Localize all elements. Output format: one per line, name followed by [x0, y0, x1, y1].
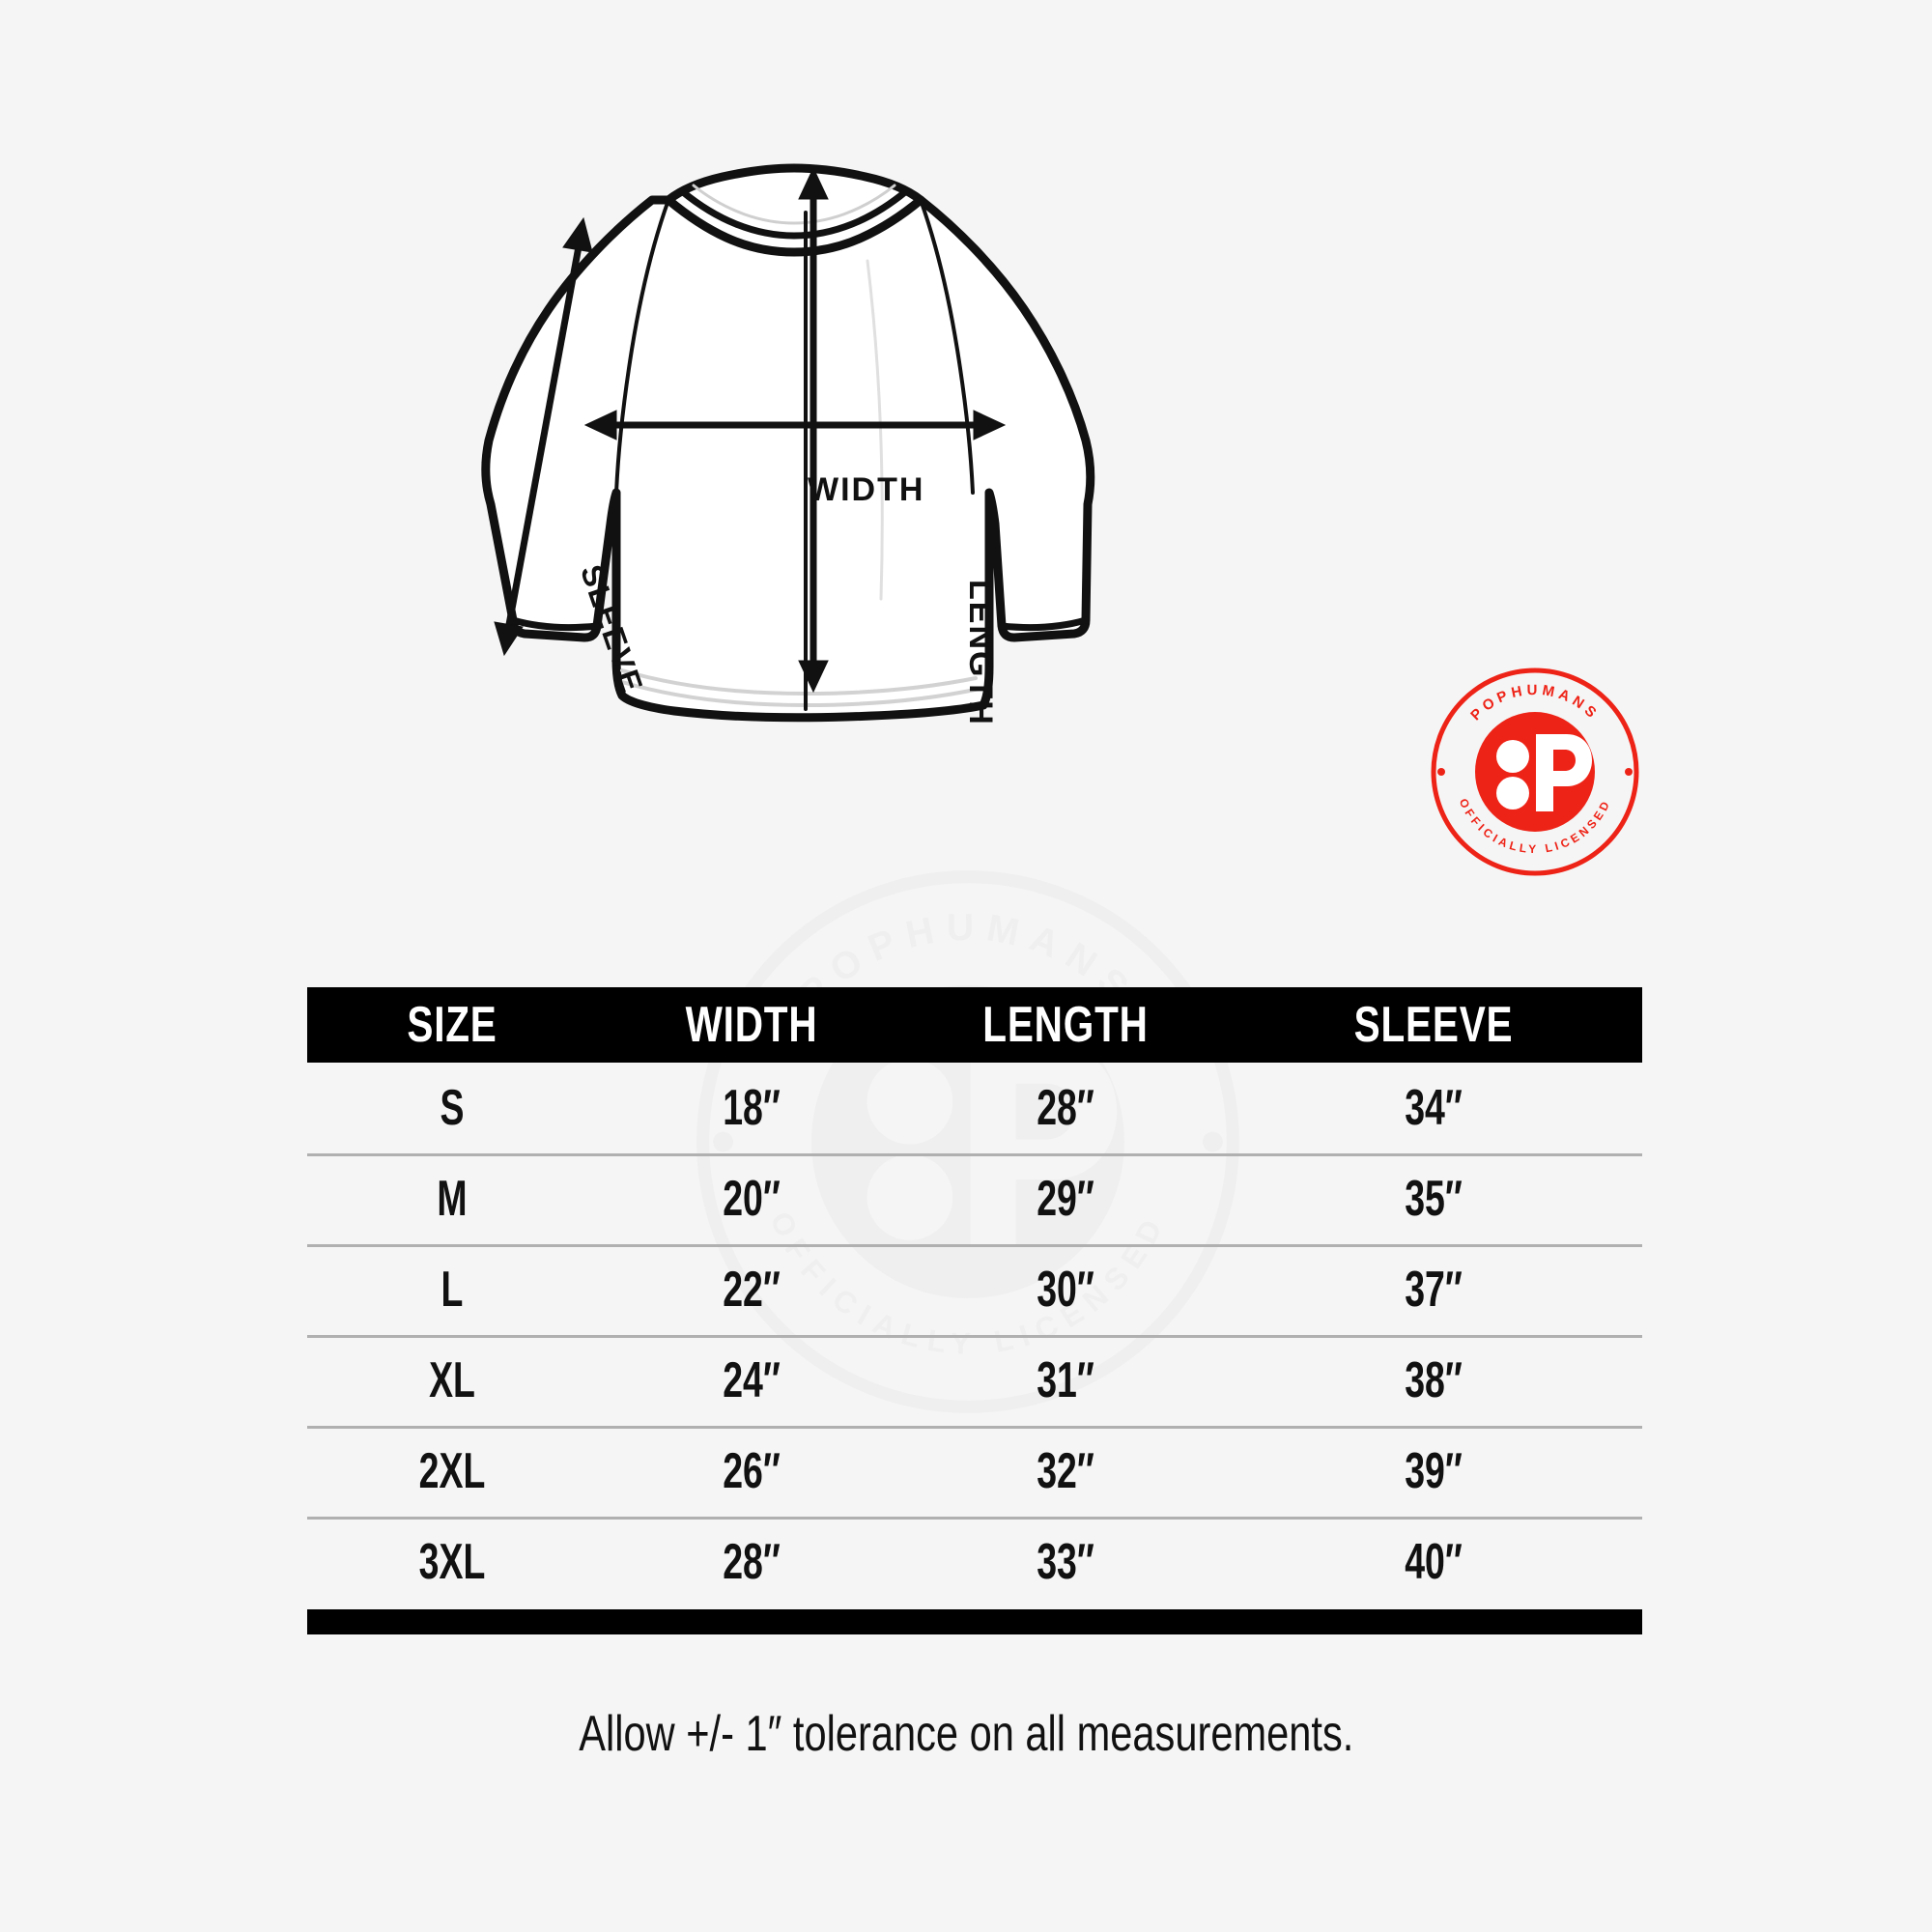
- length-label: LENGTH: [962, 580, 999, 726]
- width-label: WIDTH: [808, 471, 925, 508]
- cell-sleeve: 35″: [1405, 1171, 1463, 1227]
- cell-sleeve: 39″: [1405, 1443, 1463, 1499]
- pophumans-badge: POPHUMANS OFFICIALLY LICENSED: [1428, 665, 1642, 879]
- shirt-outline: [481, 163, 1095, 723]
- cell-size: S: [440, 1080, 465, 1136]
- tolerance-note-text: Allow +/- 1″ tolerance on all measuremen…: [578, 1706, 1354, 1762]
- cell-width: 28″: [723, 1534, 781, 1590]
- cell-size: XL: [429, 1352, 475, 1408]
- sleeve-dimension-arrow: [494, 216, 593, 657]
- table-row: 3XL 28″ 33″ 40″: [307, 1517, 1642, 1607]
- cell-size: L: [440, 1262, 464, 1318]
- table-row: 2XL 26″ 32″ 39″: [307, 1426, 1642, 1517]
- length-dimension-arrow: [798, 166, 829, 694]
- tolerance-note: Allow +/- 1″ tolerance on all measuremen…: [0, 1705, 1932, 1763]
- cell-size: 2XL: [418, 1443, 486, 1499]
- header-length: LENGTH: [982, 997, 1149, 1053]
- cell-size: 3XL: [418, 1534, 486, 1590]
- table-row: XL 24″ 31″ 38″: [307, 1335, 1642, 1426]
- cell-sleeve: 40″: [1405, 1534, 1463, 1590]
- table-row: L 22″ 30″ 37″: [307, 1244, 1642, 1335]
- cell-length: 31″: [1037, 1352, 1094, 1408]
- badge-monogram-p: [1536, 734, 1592, 811]
- size-table: SIZE WIDTH LENGTH SLEEVE S 18″ 28″ 34″ M…: [307, 987, 1642, 1634]
- table-row: S 18″ 28″ 34″: [307, 1063, 1642, 1153]
- badge-side-dot-left: [1437, 768, 1445, 776]
- header-size: SIZE: [407, 997, 497, 1053]
- cell-length: 29″: [1037, 1171, 1094, 1227]
- cell-length: 32″: [1037, 1443, 1094, 1499]
- width-dimension-arrow: [583, 410, 1007, 440]
- cell-width: 24″: [723, 1352, 781, 1408]
- header-sleeve: SLEEVE: [1353, 997, 1514, 1053]
- cell-sleeve: 34″: [1405, 1080, 1463, 1136]
- cell-width: 20″: [723, 1171, 781, 1227]
- cell-size: M: [437, 1171, 468, 1227]
- table-bottom-bar: [307, 1609, 1642, 1634]
- cell-sleeve: 38″: [1405, 1352, 1463, 1408]
- table-header-row: SIZE WIDTH LENGTH SLEEVE: [307, 987, 1642, 1063]
- badge-dot-upper: [1496, 740, 1529, 773]
- badge-side-dot-right: [1625, 768, 1633, 776]
- cell-length: 33″: [1037, 1534, 1094, 1590]
- header-width: WIDTH: [685, 997, 818, 1053]
- badge-outer-ring: [1431, 668, 1639, 876]
- cell-sleeve: 37″: [1405, 1262, 1463, 1318]
- cell-width: 26″: [723, 1443, 781, 1499]
- table-row: M 20″ 29″ 35″: [307, 1153, 1642, 1244]
- cell-width: 18″: [723, 1080, 781, 1136]
- cell-length: 28″: [1037, 1080, 1094, 1136]
- cell-width: 22″: [723, 1262, 781, 1318]
- cell-length: 30″: [1037, 1262, 1094, 1318]
- badge-dot-lower: [1496, 777, 1529, 810]
- garment-diagram: [415, 145, 1130, 840]
